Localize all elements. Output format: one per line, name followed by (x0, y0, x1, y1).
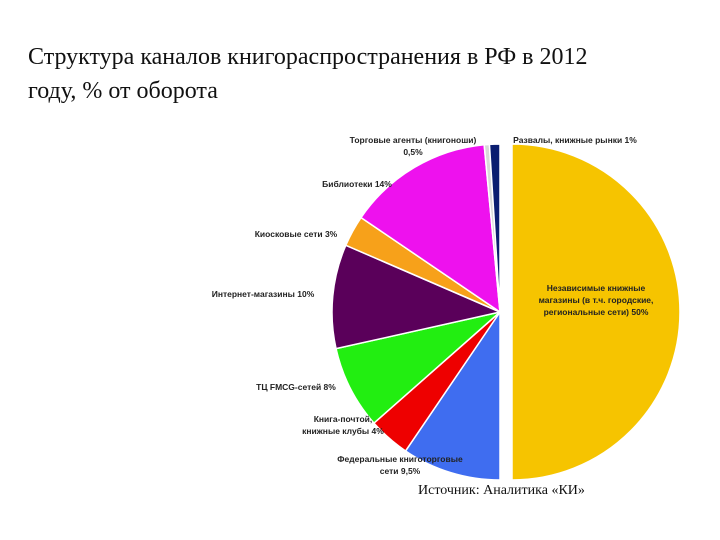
pie-slice-4 (331, 244, 503, 350)
pie-slice-0 (511, 143, 681, 481)
pie-slice-1 (404, 309, 501, 481)
slice-label-0: Независимые книжные магазины (в т.ч. горо… (539, 283, 654, 317)
slice-label-5: Киосковые сети 3% (255, 229, 338, 239)
slice-label-7: Торговые агенты (книгоноши) 0,5% (350, 135, 477, 157)
slice-label-6: Библиотеки 14% (322, 179, 392, 189)
slice-label-2: Книга-почтой, книжные клубы 4% (302, 414, 384, 436)
slice-label-4: Интернет-магазины 10% (212, 289, 315, 299)
chart-title: Структура каналов книгораспространения в… (28, 44, 588, 104)
slice-label-1: Федеральные книготорговые сети 9,5% (337, 454, 463, 476)
slice-label-8: Развалы, книжные рынки 1% (513, 135, 637, 145)
source-note: Источник: Аналитика «КИ» (418, 483, 585, 498)
pie-slice-8 (488, 143, 501, 313)
pie-slice-6 (360, 143, 501, 314)
slice-label-3: ТЦ FMCG-сетей 8% (256, 382, 336, 392)
